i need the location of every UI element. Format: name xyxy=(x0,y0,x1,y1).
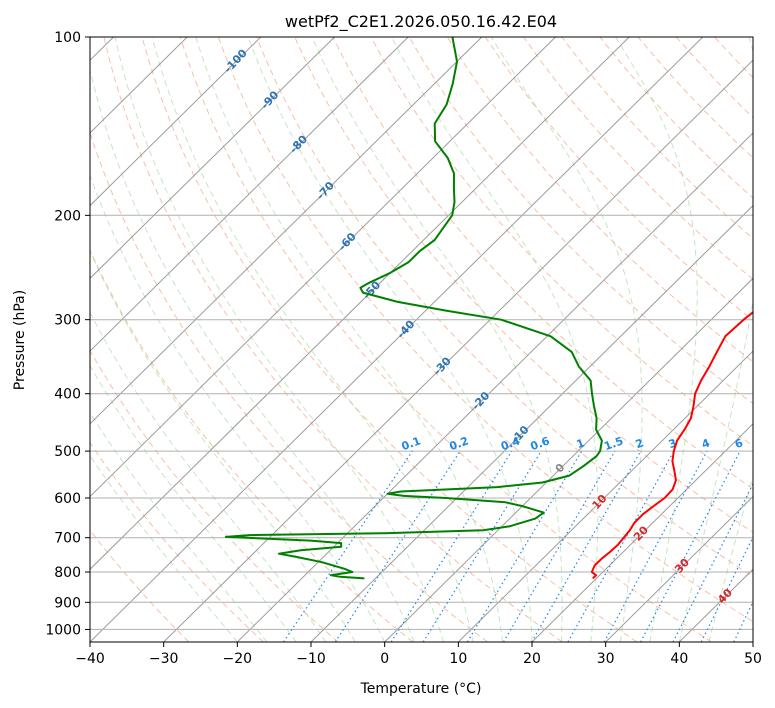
mixing-ratio-line xyxy=(390,450,513,642)
background-lines xyxy=(90,37,753,642)
x-tick-label: 40 xyxy=(670,651,688,667)
isotherm-line xyxy=(236,132,753,642)
isotherm-line xyxy=(90,37,335,280)
y-tick-label: 1000 xyxy=(45,622,81,638)
mixing-ratio-line xyxy=(502,450,616,642)
x-tick-label: −20 xyxy=(223,651,253,667)
isotherm-line xyxy=(163,59,753,642)
mixing-ratio-line xyxy=(531,450,642,642)
x-tick-label: −30 xyxy=(149,651,179,667)
y-tick-label: 100 xyxy=(54,30,81,46)
y-tick-label: 700 xyxy=(54,531,81,547)
moist-adiabat-line xyxy=(90,364,297,642)
moist-adiabat-line xyxy=(615,37,698,642)
moist-adiabat-line xyxy=(678,37,753,642)
x-tick-label: −40 xyxy=(75,651,105,667)
moist-adiabat-line xyxy=(90,454,238,642)
moist-adiabat-line xyxy=(490,37,643,642)
isotherm-line xyxy=(90,37,704,642)
dry-adiabat-line xyxy=(90,349,339,642)
isotherm-line xyxy=(384,277,753,642)
y-tick-label: 900 xyxy=(54,595,81,611)
y-tick-label: 200 xyxy=(54,208,81,224)
mixing-ratio-label: 1.5 xyxy=(602,434,625,453)
x-tick-label: −10 xyxy=(296,651,326,667)
moist-adiabat-line xyxy=(151,37,474,642)
plot-frame xyxy=(89,36,754,643)
x-tick-label: 30 xyxy=(597,651,615,667)
mixing-ratio-line xyxy=(567,450,675,642)
dry-adiabat-line xyxy=(90,441,264,642)
x-axis-label: Temperature (°C) xyxy=(360,681,482,697)
moist-adiabat-line xyxy=(708,474,753,642)
dewpoint-line xyxy=(224,37,603,580)
mixing-ratio-line xyxy=(422,450,542,642)
moist-adiabat-line xyxy=(195,37,503,642)
y-tick-label: 800 xyxy=(54,565,81,581)
mixing-ratio-label: 2 xyxy=(634,436,646,451)
sounding-lines xyxy=(224,37,753,580)
mixing-ratio-label: 0.6 xyxy=(529,434,552,453)
mixing-ratio-line xyxy=(334,450,461,642)
isotherm-line xyxy=(90,37,262,207)
x-tick-label: 50 xyxy=(744,651,762,667)
y-tick-label: 500 xyxy=(54,444,81,460)
mixing-ratio-label: 3 xyxy=(667,436,679,451)
isotherm-line xyxy=(90,37,483,425)
mixing-ratio-label: 0.4 xyxy=(499,434,522,453)
dry-adiabat-line xyxy=(484,37,753,321)
dry-adiabat-line xyxy=(408,37,753,405)
y-tick-label: 600 xyxy=(54,491,81,507)
temperature-line xyxy=(590,310,753,580)
isotherm-line xyxy=(310,204,753,642)
dry-adiabat-line xyxy=(446,37,753,363)
x-tick-label: 20 xyxy=(523,651,541,667)
mixing-ratio-label: 4 xyxy=(700,436,712,451)
mixing-ratio-label: 0.2 xyxy=(448,434,471,453)
isotherm-line xyxy=(531,423,753,642)
dry-adiabat-line xyxy=(217,37,753,623)
y-axis: 100 200 300 400 500 600 700 800 900 1000 xyxy=(45,30,90,638)
moist-adiabat-line xyxy=(90,249,356,642)
y-tick-label: 400 xyxy=(54,387,81,403)
mixing-ratio-label: 6 xyxy=(733,436,745,451)
dry-adiabat-line xyxy=(370,37,753,447)
x-tick-label: 0 xyxy=(380,651,389,667)
moist-adiabat-line xyxy=(390,37,599,642)
chart-title: wetPf2_C2E1.2026.050.16.42.E04 xyxy=(285,12,557,32)
dry-adiabat-line xyxy=(256,37,753,578)
mixing-ratio-label: 1 xyxy=(575,436,587,451)
x-tick-label: 10 xyxy=(449,651,467,667)
dry-adiabat-line xyxy=(103,37,563,642)
mixing-ratio-line xyxy=(466,450,583,642)
y-tick-label: 300 xyxy=(54,313,81,329)
isotherm-line xyxy=(90,37,630,570)
isotherm-line xyxy=(90,37,556,498)
moist-adiabat-line xyxy=(90,411,268,642)
dry-adiabat-line xyxy=(90,131,488,642)
y-axis-label: Pressure (hPa) xyxy=(12,290,28,390)
isotherm-line xyxy=(90,37,409,352)
x-axis: −40 −30 −20 −10 0 10 20 30 40 50 xyxy=(75,642,762,667)
mixing-ratio-line xyxy=(603,450,708,642)
mixing-ratio-label: 0.1 xyxy=(400,434,423,453)
moist-adiabat-line xyxy=(311,37,563,642)
isotherm-line xyxy=(605,495,753,642)
moist-adiabat-line xyxy=(90,311,327,642)
moist-adiabat-line xyxy=(114,37,445,642)
isotherm-line xyxy=(457,350,753,642)
moist-adiabat-line xyxy=(247,37,533,642)
